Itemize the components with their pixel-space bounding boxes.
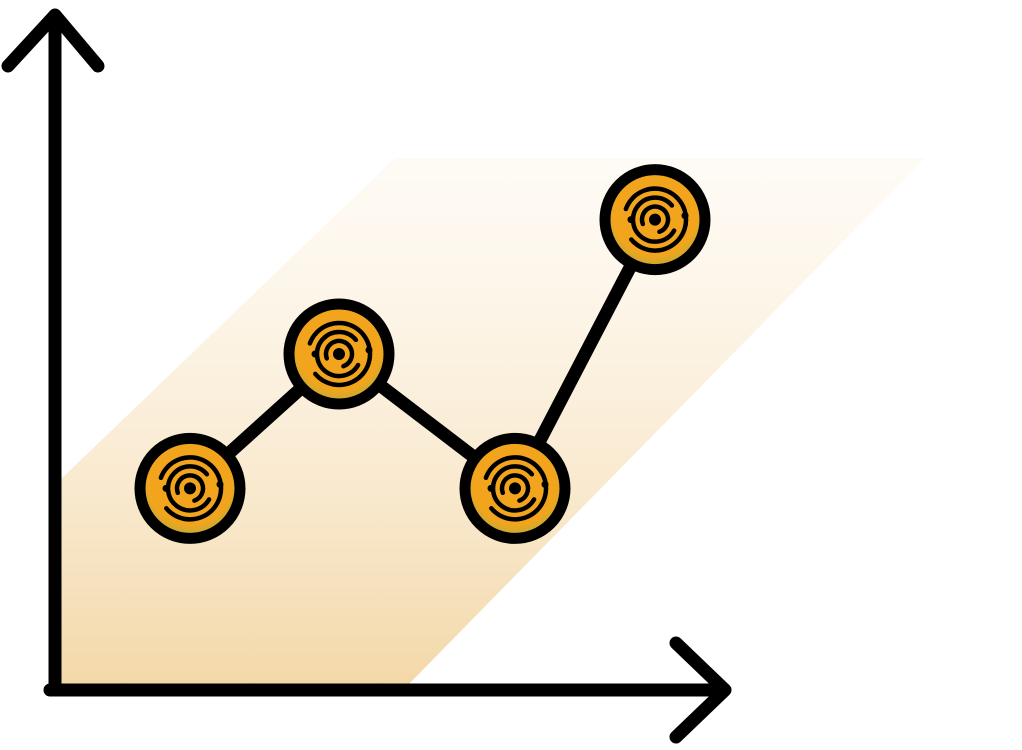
coin-side-dot [627, 216, 635, 224]
data-point [283, 298, 395, 410]
coin-side-dot [365, 346, 373, 354]
coin-ring [323, 338, 355, 369]
series-line [183, 213, 662, 495]
coin-side-dot [541, 480, 549, 488]
coin-ring [499, 473, 531, 503]
data-point [134, 432, 246, 544]
coin-side-dot [216, 480, 224, 488]
x-axis-arrowhead [669, 636, 732, 744]
data-point [459, 432, 571, 544]
trend-band [60, 158, 925, 688]
axes [1, 8, 732, 744]
coin-center-dot [333, 348, 345, 360]
coin-ring [174, 473, 206, 503]
coin-side-dot [487, 484, 495, 492]
coin-ring [639, 204, 671, 235]
y-axis-arrowhead [1, 8, 105, 73]
coin-center-dot [184, 482, 196, 495]
coin-side-dot [162, 484, 170, 492]
coin-side-dot [311, 350, 319, 358]
data-point [599, 164, 711, 276]
coin-center-dot [649, 213, 661, 226]
coin-center-dot [509, 482, 521, 495]
coin-side-dot [681, 212, 689, 220]
data-points [134, 164, 711, 544]
